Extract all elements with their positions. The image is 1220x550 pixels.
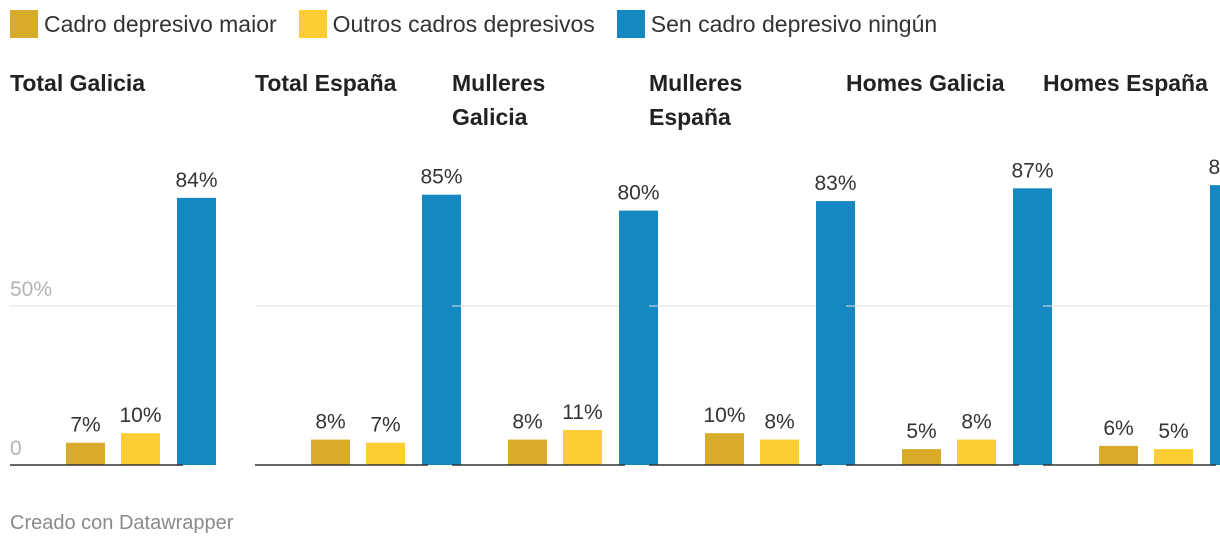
legend-label: Cadro depresivo maior [44, 10, 277, 37]
legend-label: Sen cadro depresivo ningún [650, 10, 938, 37]
bar [66, 442, 105, 465]
bar-value-label: 8% [764, 411, 794, 434]
bar [177, 197, 216, 465]
bar-value-label: 5% [906, 420, 936, 443]
bar-value-label: 8% [512, 411, 542, 434]
bar-value-label: 80% [617, 182, 659, 205]
bar [1099, 445, 1138, 465]
panel-title-mulleres-galicia: Mulleres Galicia [452, 70, 546, 130]
panel-title-total-galicia: Total Galicia [10, 70, 146, 96]
bar-value-label: 10% [703, 404, 745, 427]
bar [705, 433, 744, 465]
bar [563, 430, 602, 465]
legend-swatch [616, 10, 645, 38]
bar [619, 210, 658, 465]
bar-value-label: 7% [370, 414, 400, 437]
legend-item-major-depression: Cadro depresivo maior [10, 10, 277, 38]
bar-value-label: 84% [175, 169, 217, 192]
bar-value-label: 7% [70, 414, 100, 437]
legend-item-no-depression: Sen cadro depresivo ningún [616, 10, 938, 38]
bar-value-label: 11% [562, 401, 602, 424]
bar-value-label: 85% [420, 166, 462, 189]
y-tick-label: 0 [10, 437, 22, 460]
legend-label: Outros cadros depresivos [332, 10, 595, 37]
bar [366, 442, 405, 465]
bar [1210, 185, 1220, 465]
bar-value-label: 83% [814, 172, 856, 195]
panel-title-total-espana: Total España [255, 70, 397, 96]
bar [816, 201, 855, 465]
bar [760, 439, 799, 465]
bar [902, 449, 941, 465]
panel-title-mulleres-espana: Mulleres España [649, 70, 743, 130]
y-tick-label: 50% [10, 278, 52, 301]
legend-item-other-depression: Outros cadros depresivos [298, 10, 595, 38]
bar-value-label: 8% [315, 411, 345, 434]
bar [1013, 188, 1052, 465]
bar [422, 194, 461, 465]
bar [311, 439, 350, 465]
bar-value-label: 88% [1208, 156, 1220, 179]
bar-value-label: 5% [1158, 420, 1188, 443]
panel-title-homes-espana: Homes España [1043, 70, 1208, 96]
legend-swatch [298, 10, 327, 38]
bar-value-label: 6% [1103, 417, 1133, 440]
bar-value-label: 10% [119, 404, 161, 427]
bar-value-label: 87% [1011, 159, 1053, 182]
panel-title-homes-galicia: Homes Galicia [846, 70, 1005, 96]
bar [1154, 449, 1193, 465]
bar [508, 439, 547, 465]
bar [121, 433, 160, 465]
bar-value-label: 8% [961, 411, 991, 434]
legend: Cadro depresivo maior Outros cadros depr… [10, 10, 959, 38]
bar [957, 439, 996, 465]
legend-swatch [10, 10, 38, 38]
footer-credit: Creado con Datawrapper [10, 512, 234, 534]
